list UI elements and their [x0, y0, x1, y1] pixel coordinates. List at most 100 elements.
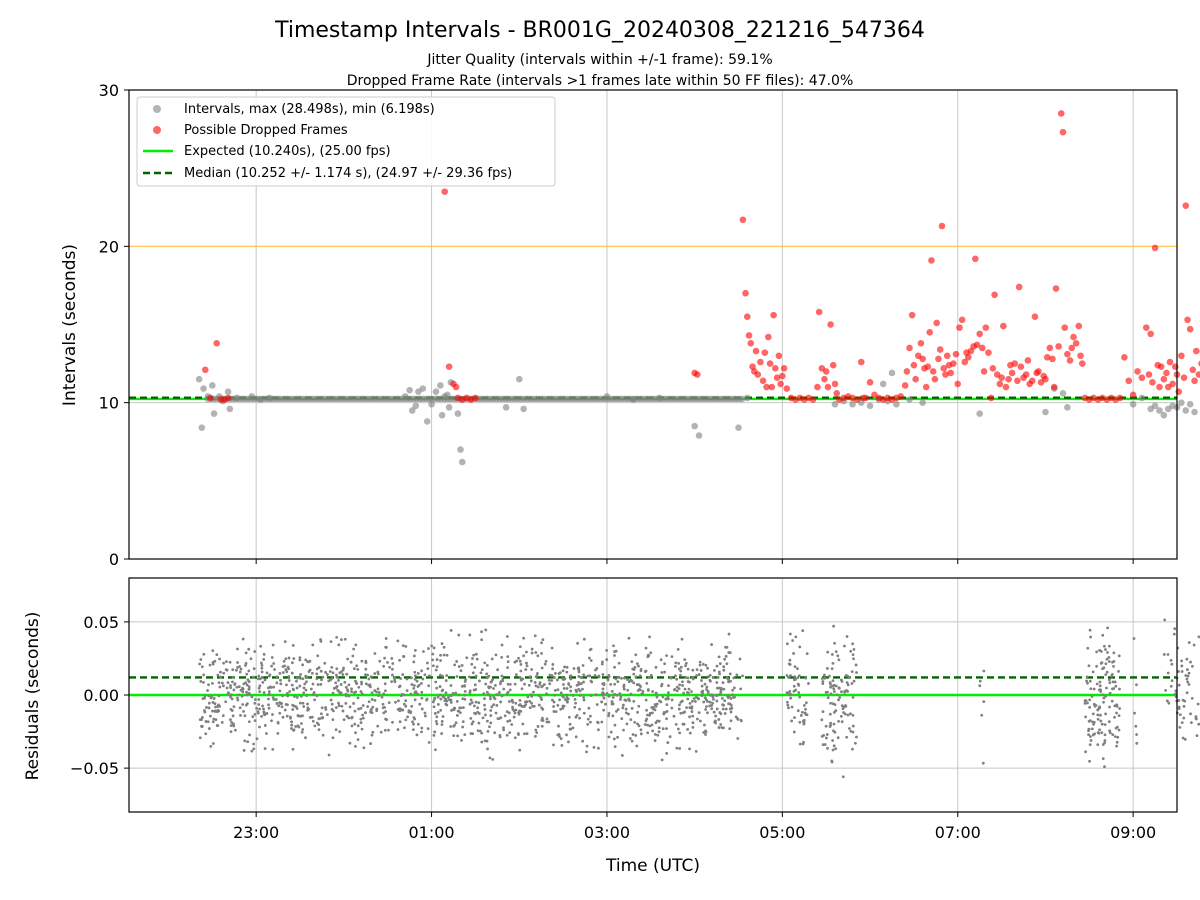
residual-point	[520, 704, 524, 708]
residual-point	[1102, 700, 1105, 704]
interval-point	[906, 396, 913, 403]
residual-point	[519, 709, 523, 713]
residual-point	[604, 702, 607, 706]
residual-point	[1088, 698, 1092, 702]
residual-point	[1112, 651, 1116, 655]
residual-point	[1197, 722, 1200, 726]
residual-point	[1098, 684, 1102, 688]
residual-point	[566, 700, 569, 704]
dropped-frame-point	[1116, 394, 1124, 402]
residual-point	[1181, 736, 1185, 740]
residual-point	[233, 728, 237, 732]
residual-point	[517, 703, 521, 707]
interval-point	[209, 382, 216, 389]
residual-point	[805, 652, 809, 656]
residual-point	[239, 688, 243, 692]
residual-point	[444, 691, 448, 695]
residual-point	[677, 707, 681, 711]
residual-point	[370, 711, 374, 715]
residual-point	[216, 673, 220, 677]
residual-point	[675, 685, 679, 689]
residual-point	[1113, 735, 1117, 739]
bottom-y-tick-label: 0.00	[83, 686, 119, 705]
residual-point	[694, 750, 698, 753]
residual-point	[532, 704, 536, 708]
residual-point	[629, 718, 633, 722]
dropped-frame-point	[1189, 366, 1197, 374]
residual-point	[420, 726, 424, 730]
residual-point	[551, 663, 555, 666]
residual-point	[207, 694, 211, 698]
residual-point	[319, 639, 323, 643]
residual-point	[534, 728, 538, 732]
residual-point	[430, 644, 434, 648]
residual-point	[831, 684, 835, 688]
residual-point	[788, 658, 792, 662]
residual-point	[544, 659, 548, 663]
residual-point	[286, 694, 290, 698]
residual-point	[339, 683, 343, 686]
residual-point	[292, 729, 295, 732]
residual-point	[1169, 684, 1173, 688]
residual-point	[547, 720, 551, 724]
residual-point	[630, 707, 634, 710]
residual-point	[715, 664, 719, 668]
residual-point	[801, 710, 804, 714]
residual-point	[220, 720, 224, 724]
residual-point	[1091, 733, 1095, 737]
bottom-x-ticks: 23:00 01:00 03:00 05:00 07:00 09:00	[233, 812, 1156, 842]
residual-point	[615, 709, 618, 713]
residual-point	[218, 657, 221, 661]
residual-point	[200, 665, 204, 669]
residual-point	[632, 681, 636, 685]
residual-point	[292, 657, 296, 660]
top-y-tick-label: 0	[109, 550, 119, 569]
residual-point	[638, 674, 642, 678]
residual-point	[851, 730, 855, 734]
residual-point	[718, 662, 722, 666]
residual-point	[476, 729, 480, 733]
residual-point	[301, 728, 305, 731]
dropped-frame-point	[1157, 363, 1165, 371]
residual-point	[441, 715, 445, 718]
residual-point	[828, 712, 832, 716]
residual-point	[831, 661, 835, 665]
residual-point	[404, 704, 408, 708]
residual-point	[350, 724, 354, 728]
residual-point	[257, 698, 261, 701]
residual-point	[202, 652, 206, 656]
residual-point	[369, 708, 373, 712]
residual-point	[334, 728, 338, 732]
residual-point	[573, 705, 577, 709]
residual-point	[253, 719, 257, 723]
residual-point	[229, 686, 233, 690]
residual-point	[431, 652, 435, 656]
residual-point	[655, 719, 659, 723]
residual-point	[712, 697, 715, 701]
residual-point	[243, 739, 247, 743]
residual-point	[845, 681, 849, 684]
residual-point	[211, 649, 215, 653]
residual-point	[413, 674, 417, 678]
residual-point	[384, 645, 388, 649]
residual-point	[828, 725, 832, 728]
interval-point	[976, 410, 983, 417]
residual-point	[828, 674, 831, 678]
residual-point	[1108, 678, 1111, 682]
residual-point	[460, 664, 464, 667]
dropped-frame-point	[1163, 369, 1170, 377]
residual-point	[1162, 653, 1166, 656]
residual-point	[657, 726, 661, 730]
residual-point	[218, 704, 221, 708]
dropped-frame-point	[754, 371, 762, 378]
residual-point	[1113, 715, 1116, 719]
interval-point	[502, 404, 510, 411]
residual-point	[611, 696, 615, 699]
residual-point	[1170, 679, 1174, 683]
residual-point	[444, 679, 448, 682]
interval-point	[438, 411, 446, 419]
residual-point	[471, 732, 475, 735]
residual-point	[715, 699, 719, 703]
residual-point	[824, 736, 828, 740]
residual-point	[686, 667, 690, 671]
